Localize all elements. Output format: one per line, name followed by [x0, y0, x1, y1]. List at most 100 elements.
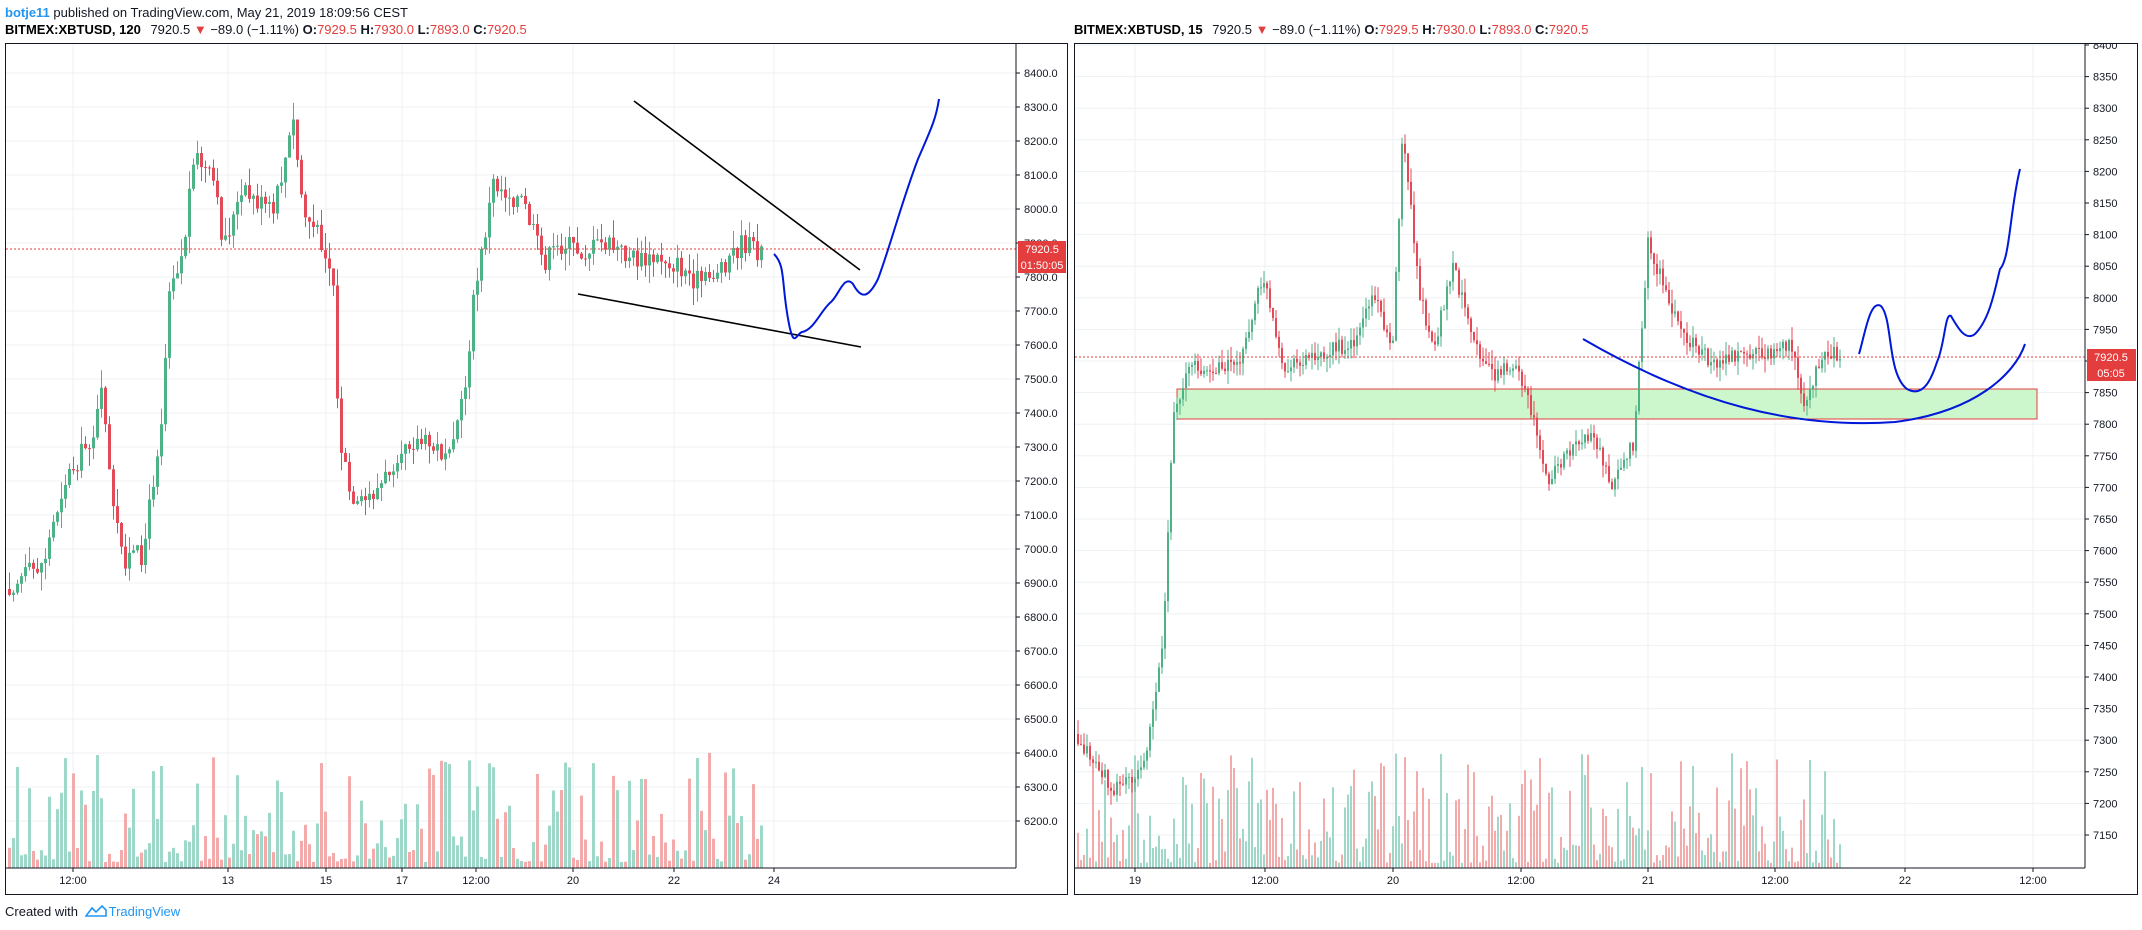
grid: [1075, 44, 2085, 868]
price-tick-label: 8400.0: [1024, 68, 1058, 80]
price-tick-label: 7450: [2093, 640, 2117, 652]
time-tick-label: 12:00: [59, 875, 87, 887]
volume-bars: [8, 752, 763, 868]
last-price: 7920.5: [1212, 22, 1252, 37]
price-tick-label: 6700.0: [1024, 646, 1058, 658]
time-axis[interactable]: 19 12:00 20 12:00 21 12:00 22 12:00: [1075, 867, 2085, 887]
price-tick-label: 6600.0: [1024, 680, 1058, 692]
projection-curve[interactable]: [1858, 168, 2021, 393]
right-chart-panel[interactable]: 8400 8350 8300 8250 8200 8150 8100 8050 8000 7950…: [1074, 40, 2138, 895]
price-tick-label: 6500.0: [1024, 714, 1058, 726]
high-label: H:: [360, 22, 375, 37]
price-tick-label: 6900.0: [1024, 578, 1058, 590]
price-tick-label: 6400.0: [1024, 748, 1058, 760]
lower-trendline[interactable]: [577, 293, 862, 348]
price-tick-label: 7850: [2093, 388, 2117, 400]
left-chart-canvas[interactable]: 8500.08400.08300.08200.08100.08000.07900…: [6, 34, 1067, 894]
time-tick-label: 15: [320, 875, 332, 887]
time-tick-label: 12:00: [462, 875, 490, 887]
low-label: L:: [1479, 22, 1492, 37]
time-tick-label: 24: [768, 875, 780, 887]
left-chart-panel[interactable]: 8500.08400.08300.08200.08100.08000.07900…: [5, 34, 1068, 895]
high-label: H:: [1422, 22, 1436, 37]
close-label: C:: [473, 22, 487, 37]
price-tick-label: 7200: [2093, 798, 2117, 810]
high-value: 7930.0: [374, 22, 414, 37]
countdown-label-text: 05:05: [2097, 368, 2125, 380]
price-tick-label: 7700.0: [1024, 306, 1058, 318]
price-tick-label: 7600: [2093, 546, 2117, 558]
price-tick-label: 8500.0: [1024, 44, 1058, 46]
price-label-text: 7920.5: [1025, 244, 1059, 256]
low-value: 7893.0: [1491, 22, 1532, 37]
price-tick-label: 7500: [2093, 609, 2117, 621]
publish-text: published on TradingView.com, May 21, 20…: [49, 5, 409, 20]
price-tick-label: 8200.0: [1024, 136, 1058, 148]
symbol-label: BITMEX:XBTUSD, 120: [5, 22, 141, 37]
open-value: 7929.5: [317, 22, 357, 37]
price-tick-label: 7700: [2093, 482, 2117, 494]
upper-trendline[interactable]: [633, 100, 861, 271]
time-tick-label: 12:00: [1761, 875, 1789, 887]
down-arrow-icon: ▼: [193, 22, 207, 37]
price-label-box: 7920.5 05:05: [2087, 349, 2136, 381]
last-price: 7920.5: [150, 22, 191, 37]
price-tick-label: 7550: [2093, 577, 2117, 589]
left-chart-header: BITMEX:XBTUSD, 120 7920.5 ▼ −89.0 (−1.11…: [5, 22, 527, 40]
right-chart-canvas[interactable]: 8400 8350 8300 8250 8200 8150 8100 8050 8000 7950…: [1075, 40, 2137, 894]
price-tick-label: 7000.0: [1024, 544, 1058, 556]
volume-bars: [1077, 753, 1841, 868]
price-tick-label: 7800.0: [1024, 272, 1058, 284]
time-tick-label: 17: [396, 875, 408, 887]
price-tick-label: 7800: [2093, 419, 2117, 431]
price-tick-label: 8100: [2093, 230, 2117, 242]
price-tick-label: 6200.0: [1024, 816, 1058, 828]
support-zone[interactable]: [1176, 388, 2038, 420]
drawings[interactable]: [577, 98, 940, 348]
open-label: O:: [302, 22, 318, 37]
open-label: O:: [1364, 22, 1379, 37]
time-tick-label: 22: [1899, 875, 1911, 887]
time-tick-label: 20: [1387, 875, 1399, 887]
open-value: 7929.5: [1378, 22, 1419, 37]
price-tick-label: 7650: [2093, 514, 2117, 526]
price-change: −89.0 (−1.11%): [210, 22, 299, 37]
price-tick-label: 8000: [2093, 293, 2117, 305]
time-tick-label: 12:00: [1251, 875, 1279, 887]
price-tick-label: 8350: [2093, 72, 2117, 84]
price-tick-label: 8400: [2093, 44, 2117, 52]
candlesticks: [8, 102, 763, 602]
time-tick-label: 22: [668, 875, 680, 887]
time-tick-label: 20: [567, 875, 579, 887]
price-tick-label: 7200.0: [1024, 476, 1058, 488]
price-tick-label: 8100.0: [1024, 170, 1058, 182]
time-axis[interactable]: 12:00 13 15 17 12:00 20 22 24: [6, 867, 1016, 887]
price-axis[interactable]: 8400 8350 8300 8250 8200 8150 8100 8050 8000 7950…: [2084, 40, 2117, 868]
price-tick-label: 7150: [2093, 830, 2117, 842]
high-value: 7930.0: [1435, 22, 1476, 37]
price-tick-label: 7600.0: [1024, 340, 1058, 352]
price-tick-label: 6800.0: [1024, 612, 1058, 624]
created-with-text: Created with: [5, 904, 78, 919]
author-name[interactable]: botje11: [5, 5, 50, 20]
price-change: −89.0 (−1.11%): [1272, 22, 1361, 37]
drawings[interactable]: [1582, 168, 2026, 425]
price-label-box: 7920.5 01:50:05: [1018, 241, 1066, 273]
price-tick-label: 8200: [2093, 166, 2117, 178]
rounded-bottom-curve[interactable]: [1582, 338, 2026, 425]
time-tick-label: 12:00: [1507, 875, 1535, 887]
price-tick-label: 8300.0: [1024, 102, 1058, 114]
projection-curve[interactable]: [773, 98, 940, 340]
price-tick-label: 8000.0: [1024, 204, 1058, 216]
price-tick-label: 7100.0: [1024, 510, 1058, 522]
price-label-text: 7920.5: [2094, 352, 2128, 364]
price-axis[interactable]: 8500.08400.08300.08200.08100.08000.07900…: [1015, 34, 1058, 868]
tradingview-link[interactable]: TradingView: [108, 904, 181, 919]
tradingview-logo-icon[interactable]: [84, 904, 107, 918]
footer: Created with TradingView: [5, 904, 180, 922]
price-tick-label: 8150: [2093, 198, 2117, 210]
price-tick-label: 8250: [2093, 135, 2117, 147]
price-tick-label: 7400: [2093, 672, 2117, 684]
close-value: 7920.5: [1548, 22, 1589, 37]
price-tick-label: 7950: [2093, 324, 2117, 336]
